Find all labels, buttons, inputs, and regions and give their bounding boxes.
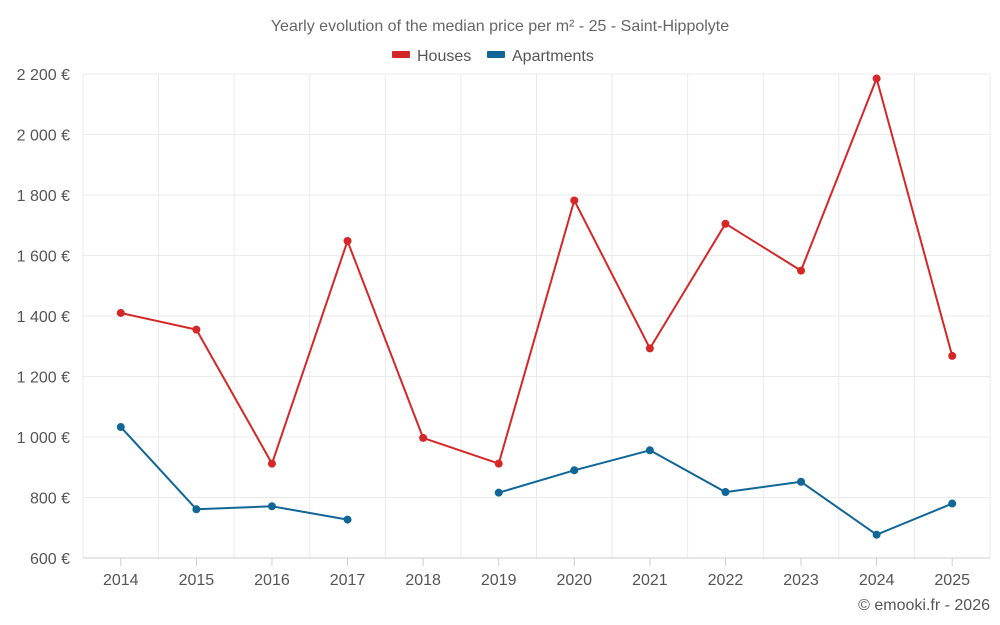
data-point-houses[interactable] bbox=[494, 459, 503, 468]
data-point-apartments[interactable] bbox=[948, 499, 957, 508]
data-point-houses[interactable] bbox=[267, 459, 276, 468]
data-point-houses[interactable] bbox=[343, 236, 352, 245]
legend-label-apartments[interactable]: Apartments bbox=[512, 48, 594, 65]
credit-text: © emooki.fr - 2026 bbox=[858, 597, 990, 614]
series-apartments bbox=[116, 423, 957, 539]
y-tick-label: 1 800 € bbox=[17, 188, 70, 205]
x-tick-label: 2014 bbox=[103, 572, 139, 589]
x-tick-label: 2022 bbox=[708, 572, 744, 589]
data-point-apartments[interactable] bbox=[797, 477, 806, 486]
x-tick-label: 2021 bbox=[632, 572, 668, 589]
x-tick-label: 2025 bbox=[934, 572, 970, 589]
series-layer bbox=[116, 74, 957, 539]
x-tick-label: 2019 bbox=[481, 572, 517, 589]
y-tick-label: 1 000 € bbox=[17, 430, 70, 447]
x-tick-label: 2018 bbox=[405, 572, 441, 589]
data-point-houses[interactable] bbox=[721, 219, 730, 228]
data-point-apartments[interactable] bbox=[116, 423, 125, 432]
x-tick-label: 2017 bbox=[330, 572, 366, 589]
legend-swatch-houses bbox=[392, 51, 410, 58]
data-point-houses[interactable] bbox=[797, 266, 806, 275]
data-point-apartments[interactable] bbox=[570, 466, 579, 475]
gridlines bbox=[82, 73, 991, 559]
data-point-houses[interactable] bbox=[116, 308, 125, 317]
data-point-apartments[interactable] bbox=[343, 515, 352, 524]
series-line-houses bbox=[120, 77, 954, 465]
x-tick-label: 2015 bbox=[179, 572, 215, 589]
x-tick-label: 2016 bbox=[254, 572, 290, 589]
y-tick-label: 1 600 € bbox=[17, 249, 70, 266]
y-axis: 600 € 800 € 1 000 € 1 200 € 1 400 € 1 600 € 1 … bbox=[17, 67, 70, 568]
data-point-apartments[interactable] bbox=[267, 502, 276, 511]
data-point-houses[interactable] bbox=[419, 433, 428, 442]
legend-label-houses[interactable]: Houses bbox=[417, 48, 471, 65]
x-tick-label: 2024 bbox=[859, 572, 895, 589]
series-houses bbox=[116, 74, 957, 468]
data-point-houses[interactable] bbox=[645, 344, 654, 353]
data-point-apartments[interactable] bbox=[192, 505, 201, 514]
y-tick-label: 600 € bbox=[30, 551, 70, 568]
y-tick-label: 2 000 € bbox=[17, 128, 70, 145]
x-tick-label: 2020 bbox=[556, 572, 592, 589]
data-point-apartments[interactable] bbox=[721, 488, 730, 497]
data-point-apartments[interactable] bbox=[872, 530, 881, 539]
data-point-houses[interactable] bbox=[192, 325, 201, 334]
y-tick-label: 800 € bbox=[30, 491, 70, 508]
legend: Houses Apartments bbox=[392, 48, 594, 65]
data-point-apartments[interactable] bbox=[494, 488, 503, 497]
data-point-apartments[interactable] bbox=[645, 446, 654, 455]
x-axis: 2014 2015 2016 2017 2018 2019 2020 2021 2022 2023… bbox=[83, 557, 990, 589]
y-tick-label: 1 200 € bbox=[17, 370, 70, 387]
y-tick-label: 2 200 € bbox=[17, 67, 70, 84]
data-point-houses[interactable] bbox=[570, 196, 579, 205]
data-point-houses[interactable] bbox=[948, 351, 957, 360]
chart-title: Yearly evolution of the median price per… bbox=[271, 18, 729, 35]
x-tick-label: 2023 bbox=[783, 572, 819, 589]
legend-swatch-apartments bbox=[487, 51, 505, 58]
y-tick-label: 1 400 € bbox=[17, 309, 70, 326]
data-point-houses[interactable] bbox=[872, 74, 881, 83]
